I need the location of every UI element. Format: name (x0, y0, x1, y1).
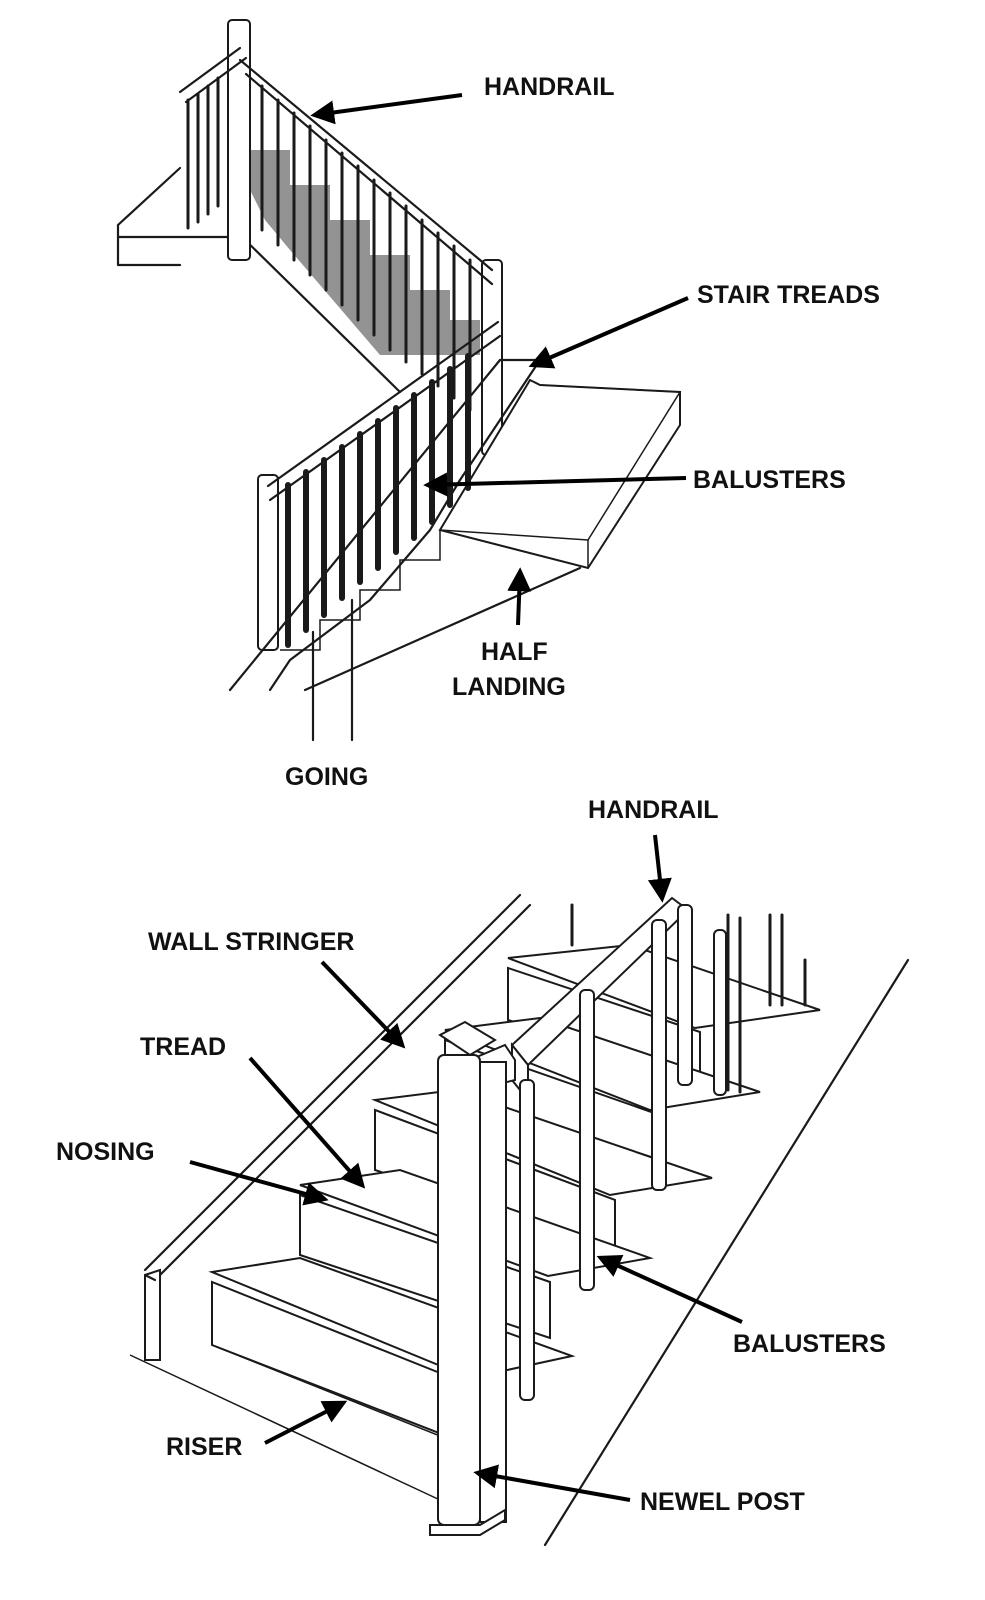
bottom-balusters-label: BALUSTERS (733, 1330, 886, 1358)
half-landing-label-line1: HALF (481, 638, 548, 666)
bottom-handrail-label: HANDRAIL (588, 796, 719, 824)
bottom-leader-arrows (189, 834, 743, 1502)
riser-label: RISER (166, 1433, 242, 1461)
half-landing-label-line2: LANDING (452, 673, 566, 701)
nosing-label: NOSING (56, 1138, 155, 1166)
going-label: GOING (285, 763, 368, 791)
tread-label: TREAD (140, 1033, 226, 1061)
wall-stringer-label: WALL STRINGER (148, 928, 354, 956)
newel-post-label: NEWEL POST (640, 1488, 805, 1516)
top-staircase-illustration (116, 19, 682, 742)
top-stair-treads-label: STAIR TREADS (697, 281, 880, 309)
top-balusters-label: BALUSTERS (693, 466, 846, 494)
top-leader-arrows (310, 93, 689, 626)
top-handrail-label: HANDRAIL (484, 73, 615, 101)
bottom-staircase-illustration (129, 893, 910, 1547)
